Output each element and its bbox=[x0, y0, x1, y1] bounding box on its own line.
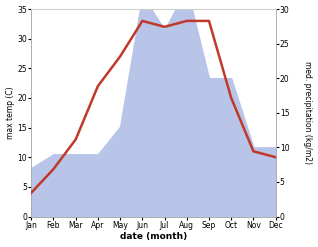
Y-axis label: med. precipitation (kg/m2): med. precipitation (kg/m2) bbox=[303, 61, 313, 164]
Y-axis label: max temp (C): max temp (C) bbox=[5, 86, 15, 139]
X-axis label: date (month): date (month) bbox=[120, 232, 187, 242]
